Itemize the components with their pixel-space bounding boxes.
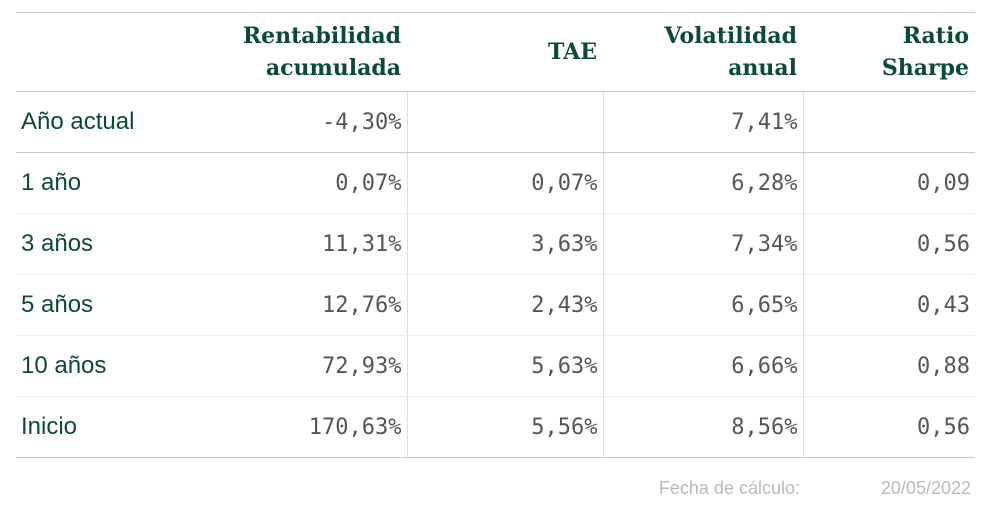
header-period [16, 12, 200, 92]
header-rentabilidad-acumulada: Rentabilidad acumulada [200, 12, 407, 92]
table-row: 5 años 12,76% 2,43% 6,65% 0,43 [16, 274, 975, 336]
volatilidad-value: 7,41% [603, 91, 804, 153]
table-row: 10 años 72,93% 5,63% 6,66% 0,88 [16, 335, 975, 397]
header-tae: TAE [407, 12, 603, 92]
volatilidad-value: 6,65% [603, 274, 804, 336]
tae-value: 5,63% [407, 335, 604, 397]
rentabilidad-value: 72,93% [200, 335, 408, 397]
period-label: 3 años [16, 213, 200, 275]
header-ratio-sharpe: Ratio Sharpe [803, 12, 975, 92]
table-row: Inicio 170,63% 5,56% 8,56% 0,56 [16, 396, 975, 458]
sharpe-value: 0,56 [803, 396, 975, 458]
rentabilidad-value: 12,76% [200, 274, 408, 336]
tae-value: 5,56% [407, 396, 604, 458]
sharpe-value: 0,88 [803, 335, 975, 397]
period-label: 10 años [16, 335, 200, 397]
calculation-date-label: Fecha de cálculo: [658, 478, 800, 498]
sharpe-value [803, 91, 975, 153]
period-label: Año actual [16, 91, 200, 153]
volatilidad-value: 8,56% [603, 396, 804, 458]
sharpe-value: 0,56 [803, 213, 975, 275]
header-volatilidad-anual: Volatilidad anual [603, 12, 803, 92]
table-row: Año actual -4,30% 7,41% [16, 91, 975, 153]
rentabilidad-value: -4,30% [200, 91, 408, 153]
table-row: 3 años 11,31% 3,63% 7,34% 0,56 [16, 213, 975, 275]
volatilidad-value: 7,34% [603, 213, 804, 275]
rentabilidad-value: 11,31% [200, 213, 408, 275]
tae-value: 0,07% [407, 152, 604, 214]
tae-value: 2,43% [407, 274, 604, 336]
tae-value [407, 91, 604, 153]
performance-table-container: Rentabilidad acumulada TAE Volatilidad anu… [16, 12, 975, 458]
calculation-date-value: 20/05/2022 [880, 478, 971, 498]
tae-value: 3,63% [407, 213, 604, 275]
sharpe-value: 0,43 [803, 274, 975, 336]
sharpe-value: 0,09 [803, 152, 975, 214]
rentabilidad-value: 170,63% [200, 396, 408, 458]
volatilidad-value: 6,66% [603, 335, 804, 397]
period-label: 1 año [16, 152, 200, 214]
table-header-row: Rentabilidad acumulada TAE Volatilidad anu… [16, 12, 975, 92]
volatilidad-value: 6,28% [603, 152, 804, 214]
table-row: 1 año 0,07% 0,07% 6,28% 0,09 [16, 152, 975, 214]
period-label: Inicio [16, 396, 200, 458]
period-label: 5 años [16, 274, 200, 336]
rentabilidad-value: 0,07% [200, 152, 408, 214]
performance-table: Rentabilidad acumulada TAE Volatilidad anu… [16, 12, 975, 458]
